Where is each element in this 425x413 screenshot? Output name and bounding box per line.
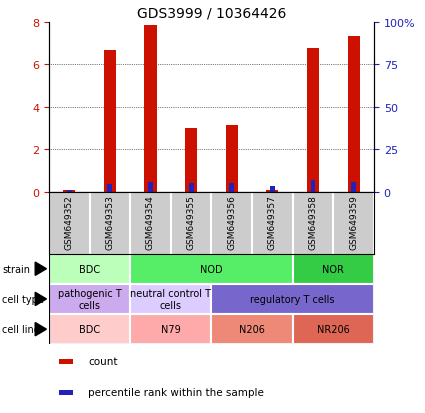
Bar bbox=[351, 183, 356, 192]
Bar bbox=[293, 314, 374, 344]
Bar bbox=[148, 183, 153, 192]
Bar bbox=[185, 128, 197, 192]
Text: percentile rank within the sample: percentile rank within the sample bbox=[88, 387, 264, 397]
Title: GDS3999 / 10364426: GDS3999 / 10364426 bbox=[137, 6, 286, 20]
Text: pathogenic T
cells: pathogenic T cells bbox=[58, 288, 122, 310]
Bar bbox=[130, 254, 293, 284]
Text: GSM649354: GSM649354 bbox=[146, 195, 155, 250]
Bar bbox=[130, 284, 211, 314]
Bar bbox=[144, 26, 156, 192]
Polygon shape bbox=[35, 323, 46, 336]
Text: NOD: NOD bbox=[200, 264, 223, 274]
Text: GSM649358: GSM649358 bbox=[309, 195, 317, 250]
Bar bbox=[59, 390, 73, 395]
Text: NR206: NR206 bbox=[317, 324, 350, 335]
Text: GSM649357: GSM649357 bbox=[268, 195, 277, 250]
Text: N79: N79 bbox=[161, 324, 181, 335]
Bar bbox=[63, 191, 75, 192]
Text: strain: strain bbox=[3, 264, 31, 274]
Bar bbox=[266, 191, 278, 192]
Bar bbox=[307, 49, 319, 192]
Text: count: count bbox=[88, 356, 117, 367]
Bar bbox=[348, 36, 360, 192]
Text: GSM649355: GSM649355 bbox=[187, 195, 196, 250]
Bar bbox=[49, 284, 130, 314]
Bar bbox=[49, 254, 130, 284]
Bar bbox=[211, 284, 374, 314]
Text: cell line: cell line bbox=[3, 324, 40, 335]
Bar bbox=[230, 183, 234, 192]
Bar bbox=[226, 126, 238, 192]
Bar bbox=[108, 185, 112, 192]
Bar bbox=[59, 359, 73, 364]
Text: GSM649353: GSM649353 bbox=[105, 195, 114, 250]
Text: BDC: BDC bbox=[79, 264, 100, 274]
Bar bbox=[104, 51, 116, 192]
Text: cell type: cell type bbox=[3, 294, 44, 304]
Text: GSM649359: GSM649359 bbox=[349, 195, 358, 250]
Bar bbox=[211, 314, 293, 344]
Bar bbox=[130, 314, 211, 344]
Text: neutral control T
cells: neutral control T cells bbox=[130, 288, 211, 310]
Text: GSM649356: GSM649356 bbox=[227, 195, 236, 250]
Text: regulatory T cells: regulatory T cells bbox=[250, 294, 335, 304]
Bar bbox=[189, 184, 193, 192]
Bar bbox=[67, 190, 72, 192]
Polygon shape bbox=[35, 292, 46, 306]
Bar bbox=[49, 314, 130, 344]
Text: N206: N206 bbox=[239, 324, 265, 335]
Bar bbox=[293, 254, 374, 284]
Text: BDC: BDC bbox=[79, 324, 100, 335]
Bar bbox=[311, 181, 315, 192]
Bar bbox=[270, 186, 275, 192]
Text: NOR: NOR bbox=[323, 264, 344, 274]
Polygon shape bbox=[35, 262, 46, 276]
Text: GSM649352: GSM649352 bbox=[65, 195, 74, 250]
